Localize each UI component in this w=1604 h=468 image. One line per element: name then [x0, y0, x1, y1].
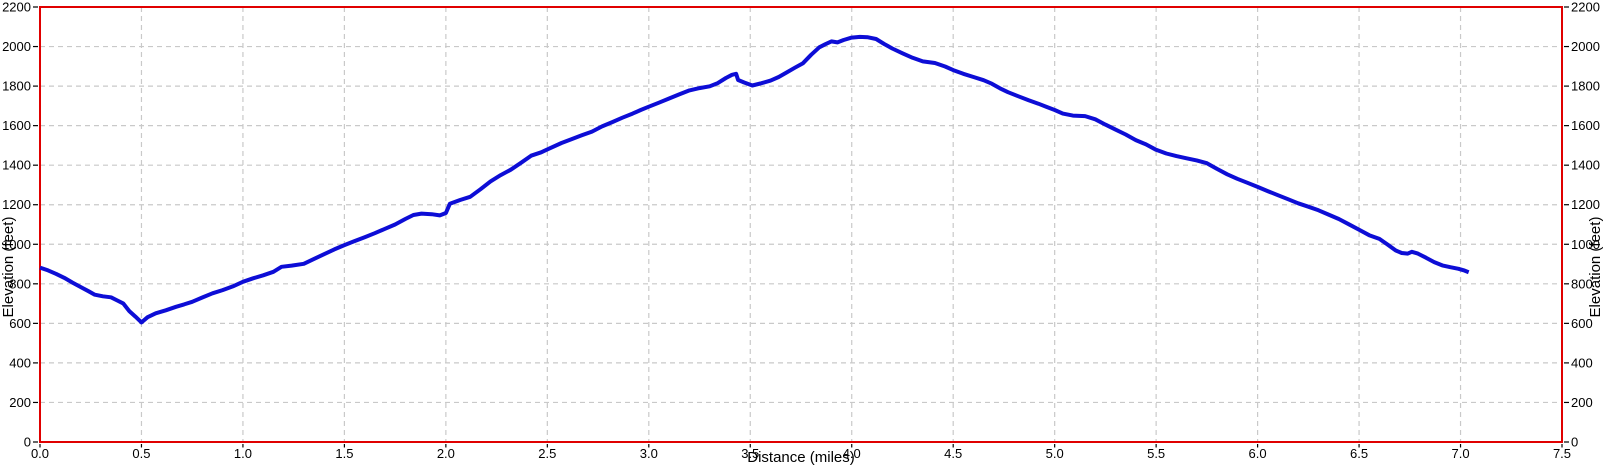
y-tick-label-right: 1800 [1571, 79, 1600, 94]
x-axis-title: Distance (miles) [747, 449, 855, 466]
y-tick-label-left: 200 [9, 395, 31, 410]
y-axis-title-left: Elevation (feet) [0, 216, 17, 318]
y-tick-label-left: 1600 [2, 118, 31, 133]
y-tick-label-right: 200 [1571, 395, 1593, 410]
y-tick-label-right: 1400 [1571, 158, 1600, 173]
y-tick-label-right: 1200 [1571, 197, 1600, 212]
y-tick-label-left: 2000 [2, 39, 31, 54]
y-tick-label-right: 600 [1571, 316, 1593, 331]
x-tick-label: 4.5 [944, 446, 962, 461]
x-tick-label: 7.0 [1451, 446, 1469, 461]
y-tick-label-right: 0 [1571, 435, 1578, 450]
x-tick-label: 0.0 [31, 446, 49, 461]
y-tick-label-left: 400 [9, 355, 31, 370]
y-tick-label-left: 600 [9, 316, 31, 331]
x-tick-label: 2.0 [437, 446, 455, 461]
y-tick-label-right: 800 [1571, 276, 1593, 291]
x-tick-label: 2.5 [538, 446, 556, 461]
x-tick-label: 4.0 [843, 446, 861, 461]
x-tick-label: 1.5 [335, 446, 353, 461]
y-tick-label-right: 1600 [1571, 118, 1600, 133]
x-tick-label: 5.0 [1046, 446, 1064, 461]
x-tick-label: 7.5 [1553, 446, 1571, 461]
x-tick-label: 0.5 [132, 446, 150, 461]
y-tick-label-left: 1400 [2, 158, 31, 173]
y-tick-label-left: 1800 [2, 79, 31, 94]
x-tick-label: 3.5 [741, 446, 759, 461]
y-tick-label-left: 1200 [2, 197, 31, 212]
x-tick-label: 1.0 [234, 446, 252, 461]
y-tick-label-left: 800 [9, 276, 31, 291]
y-tick-label-left: 2200 [2, 0, 31, 15]
y-tick-label-right: 2000 [1571, 39, 1600, 54]
y-tick-label-right: 2200 [1571, 0, 1600, 15]
x-tick-label: 6.0 [1249, 446, 1267, 461]
x-tick-label: 5.5 [1147, 446, 1165, 461]
y-tick-label-right: 400 [1571, 355, 1593, 370]
y-axis-title-right: Elevation (feet) [1587, 216, 1604, 318]
plot-border [39, 6, 1563, 443]
x-tick-label: 6.5 [1350, 446, 1368, 461]
y-tick-label-left: 1000 [2, 237, 31, 252]
y-tick-label-left: 0 [24, 435, 31, 450]
y-tick-label-right: 1000 [1571, 237, 1600, 252]
x-tick-label: 3.0 [640, 446, 658, 461]
elevation-profile-line [39, 34, 1470, 325]
